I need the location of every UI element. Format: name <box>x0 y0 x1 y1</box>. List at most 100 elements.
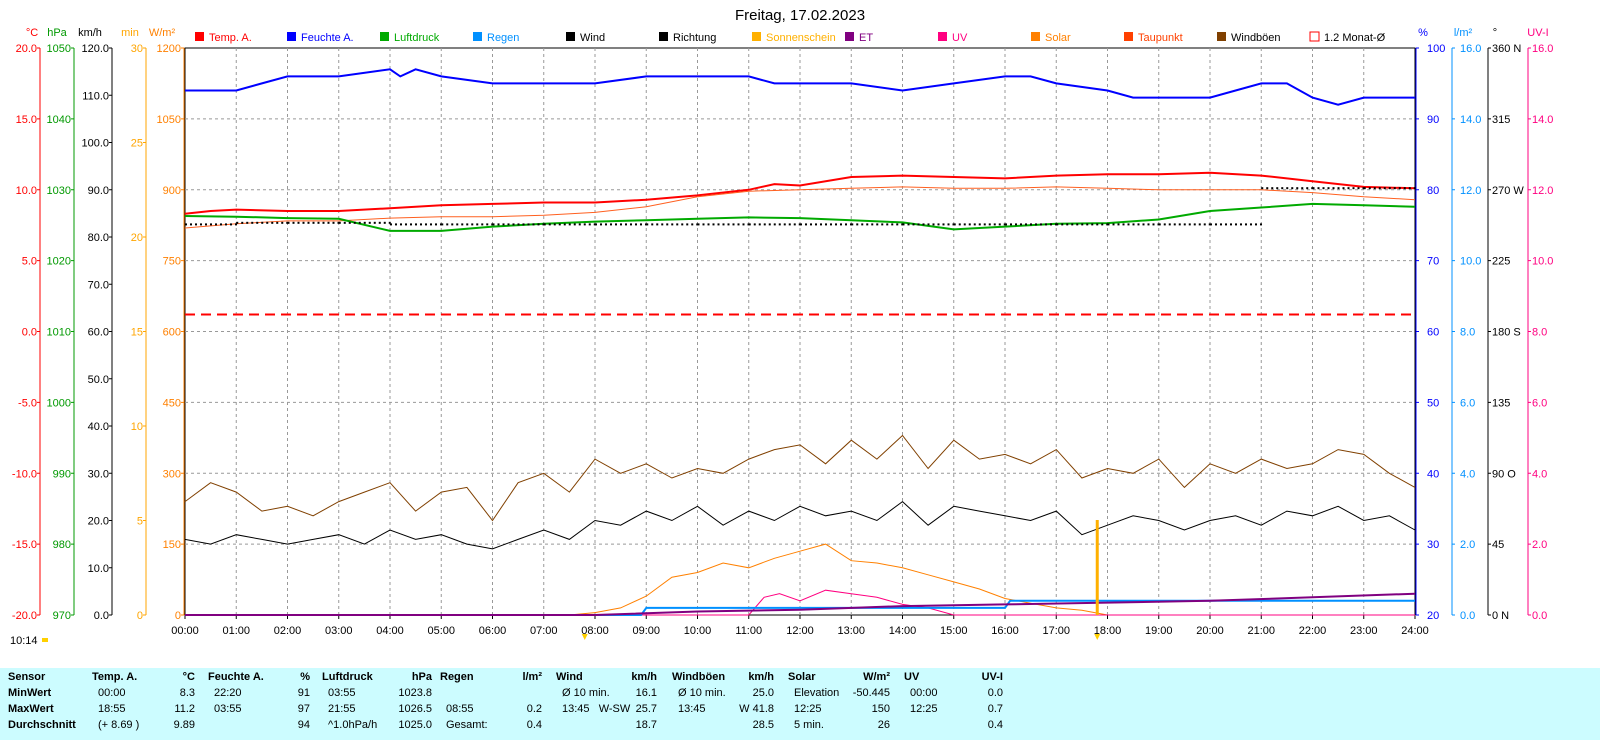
stats-cell-label: 12:25 <box>794 703 822 715</box>
direction-point <box>1230 223 1232 226</box>
direction-point <box>491 223 494 226</box>
direction-point <box>527 223 530 226</box>
x-tick-label: 16:00 <box>991 625 1019 637</box>
direction-point <box>1086 223 1089 226</box>
direction-point <box>466 223 469 226</box>
direction-point <box>1025 223 1027 226</box>
x-tick-label: 17:00 <box>1042 625 1070 637</box>
direction-point <box>1208 223 1211 226</box>
direction-point <box>747 223 750 226</box>
direction-point <box>968 223 971 226</box>
series-line-uv <box>185 589 1415 616</box>
direction-point <box>497 223 500 226</box>
direction-point <box>1071 223 1074 226</box>
direction-point <box>471 223 474 226</box>
legend-swatch-feuchte-a- <box>287 32 296 41</box>
direction-point <box>1106 223 1109 226</box>
axis-unit-rain: l/m² <box>1454 27 1473 39</box>
axis-tick-label-wind: 80.0 <box>88 232 109 244</box>
direction-point <box>988 223 991 226</box>
stats-table: Sensor MinWert MaxWert Durchschnitt Temp. A.… <box>0 668 1600 740</box>
direction-point <box>1061 223 1064 226</box>
axis-tick-label-wind: 60.0 <box>88 327 109 339</box>
direction-point <box>1235 223 1237 226</box>
direction-point <box>646 223 649 226</box>
direction-point <box>993 223 996 226</box>
stats-cell-value: 1025.0 <box>398 719 432 731</box>
direction-point <box>640 223 642 226</box>
direction-point <box>1220 223 1222 226</box>
axis-tick-label-wind: 90.0 <box>88 185 109 197</box>
stats-cell-label: 08:55 <box>446 703 474 715</box>
legend-label-taupunkt: Taupunkt <box>1138 32 1183 44</box>
direction-point <box>937 223 940 226</box>
axis-tick-label-rain: 14.0 <box>1460 114 1481 126</box>
direction-point <box>1260 223 1262 226</box>
direction-point <box>425 223 427 226</box>
axis-unit-humidity: % <box>1418 27 1428 39</box>
axis-unit-pressure: hPa <box>47 27 67 39</box>
axis-tick-label-wind: 70.0 <box>88 279 109 291</box>
stats-cell-value: 11.2 <box>174 703 195 715</box>
direction-point <box>1020 223 1022 226</box>
stats-cell-label: 21:55 <box>328 703 356 715</box>
direction-point <box>312 221 315 224</box>
axis-tick-label-sunshine: 0 <box>137 610 143 622</box>
direction-point <box>390 223 392 226</box>
direction-point <box>702 223 705 226</box>
stats-cell-label: Gesamt: <box>446 719 488 731</box>
legend-swatch-windb-en <box>1217 32 1226 41</box>
direction-point <box>241 221 244 224</box>
direction-point <box>1393 187 1396 190</box>
axis-tick-label-temp: -5.0 <box>18 397 37 409</box>
legend-label-wind: Wind <box>580 32 605 44</box>
legend-swatch-temp-a- <box>195 32 204 41</box>
direction-point <box>1163 223 1166 226</box>
direction-point <box>1117 223 1120 226</box>
direction-point <box>881 223 884 226</box>
direction-point <box>1203 223 1206 226</box>
weather-chart: Freitag, 17.02.2023 Temp. A. Feuchte A. Lu… <box>10 7 1553 647</box>
current-time-label: 10:14 <box>10 635 38 647</box>
direction-point <box>512 223 515 226</box>
direction-point <box>190 223 192 226</box>
axis-tick-label-solar: 150 <box>163 539 181 551</box>
x-tick-label: 06:00 <box>479 625 507 637</box>
direction-point <box>671 223 674 226</box>
stats-cell-value: 0.2 <box>526 703 542 715</box>
axis-tick-label-uv: 16.0 <box>1532 43 1553 55</box>
direction-point <box>1245 223 1247 226</box>
direction-point <box>256 221 259 224</box>
direction-point <box>1152 223 1155 226</box>
stats-cell-value: 94 <box>297 719 310 731</box>
axis-tick-label-direction: 0 N <box>1492 610 1509 622</box>
direction-point <box>1266 187 1269 190</box>
legend-label-solar: Solar <box>1045 32 1071 44</box>
stats-row-label: MaxWert <box>8 703 54 715</box>
axis-tick-label-uv: 0.0 <box>1532 610 1547 622</box>
direction-point <box>368 221 371 224</box>
legend-label-uv: UV <box>952 32 968 44</box>
direction-point <box>220 223 222 226</box>
axis-tick-label-pressure: 970 <box>53 610 71 622</box>
stats-unit-7: W/m² <box>863 671 890 683</box>
direction-point <box>1127 223 1130 226</box>
x-tick-label: 18:00 <box>1094 625 1122 637</box>
direction-point <box>932 223 935 226</box>
axis-tick-label-uv: 14.0 <box>1532 114 1553 126</box>
x-tick-label: 01:00 <box>222 625 250 637</box>
legend-label-windb-en: Windböen <box>1231 32 1281 44</box>
stats-cell-value: 28.5 <box>752 719 774 731</box>
legend-label-sonnenschein: Sonnenschein <box>766 32 836 44</box>
stats-cell-value: 1023.8 <box>398 687 432 699</box>
axis-tick-label-pressure: 1050 <box>47 43 71 55</box>
stats-cell-value: 97 <box>297 703 310 715</box>
x-tick-label: 00:00 <box>171 625 199 637</box>
legend-label-temp-a-: Temp. A. <box>209 32 252 44</box>
stats-header-8: UV <box>904 671 920 683</box>
direction-point <box>1327 187 1330 190</box>
direction-point <box>998 223 1001 226</box>
direction-point <box>373 221 376 224</box>
stats-cell-label: 00:00 <box>910 687 938 699</box>
direction-point <box>922 223 925 226</box>
